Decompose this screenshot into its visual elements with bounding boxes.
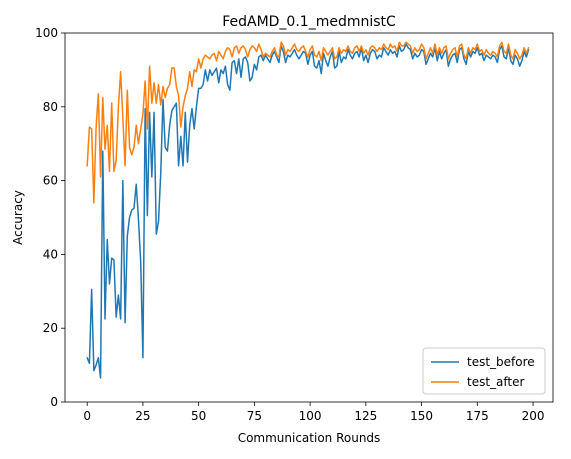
legend-label-test-after: test_after xyxy=(467,375,525,389)
x-tick-label: 100 xyxy=(299,409,322,423)
series-line-test-after xyxy=(86,41,530,204)
x-tick-label: 25 xyxy=(135,409,150,423)
x-tick-label: 50 xyxy=(191,409,206,423)
y-tick-label: 100 xyxy=(35,26,58,40)
series-line-test-before xyxy=(86,43,530,379)
x-tick-label: 75 xyxy=(247,409,262,423)
legend: test_before test_after xyxy=(422,347,546,395)
x-tick-label: 200 xyxy=(522,409,545,423)
chart-title: FedAMD_0.1_medmnistC xyxy=(222,14,396,30)
x-tick-label: 175 xyxy=(466,409,489,423)
y-axis-label: Accuracy xyxy=(11,190,25,245)
y-tick-label: 80 xyxy=(43,100,58,114)
x-tick-label: 150 xyxy=(410,409,433,423)
axes-layer: 0 25 50 75 100 125 150 175 200 0 20 40 60 80 100 xyxy=(35,26,554,423)
x-tick-label: 0 xyxy=(83,409,91,423)
y-tick-label: 20 xyxy=(43,321,58,335)
x-tick-label: 125 xyxy=(354,409,377,423)
x-axis-label: Communication Rounds xyxy=(238,431,381,445)
y-tick-label: 0 xyxy=(50,395,58,409)
legend-label-test-before: test_before xyxy=(467,355,535,369)
y-tick-label: 60 xyxy=(43,174,58,188)
series-layer xyxy=(86,41,530,379)
y-tick-label: 40 xyxy=(43,247,58,261)
plot-frame xyxy=(64,32,554,403)
